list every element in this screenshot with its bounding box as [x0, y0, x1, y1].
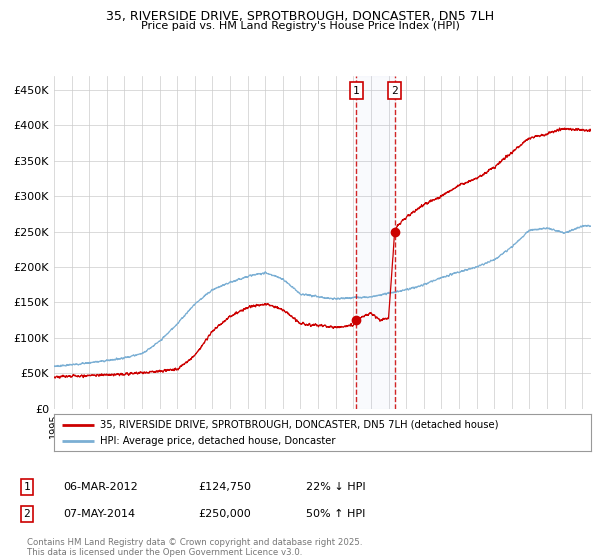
Text: 2: 2: [391, 86, 398, 96]
Text: 06-MAR-2012: 06-MAR-2012: [63, 482, 138, 492]
Text: Contains HM Land Registry data © Crown copyright and database right 2025.
This d: Contains HM Land Registry data © Crown c…: [27, 538, 362, 557]
Text: 22% ↓ HPI: 22% ↓ HPI: [306, 482, 365, 492]
Text: HPI: Average price, detached house, Doncaster: HPI: Average price, detached house, Donc…: [100, 436, 335, 446]
Text: £124,750: £124,750: [198, 482, 251, 492]
Text: 35, RIVERSIDE DRIVE, SPROTBROUGH, DONCASTER, DN5 7LH (detached house): 35, RIVERSIDE DRIVE, SPROTBROUGH, DONCAS…: [100, 419, 498, 430]
Text: Price paid vs. HM Land Registry's House Price Index (HPI): Price paid vs. HM Land Registry's House …: [140, 21, 460, 31]
Text: 2: 2: [23, 509, 31, 519]
Text: 1: 1: [23, 482, 31, 492]
Text: 07-MAY-2014: 07-MAY-2014: [63, 509, 135, 519]
Text: 35, RIVERSIDE DRIVE, SPROTBROUGH, DONCASTER, DN5 7LH: 35, RIVERSIDE DRIVE, SPROTBROUGH, DONCAS…: [106, 10, 494, 23]
Text: 1: 1: [353, 86, 359, 96]
Bar: [356, 76, 395, 409]
Text: 50% ↑ HPI: 50% ↑ HPI: [306, 509, 365, 519]
Text: £250,000: £250,000: [198, 509, 251, 519]
